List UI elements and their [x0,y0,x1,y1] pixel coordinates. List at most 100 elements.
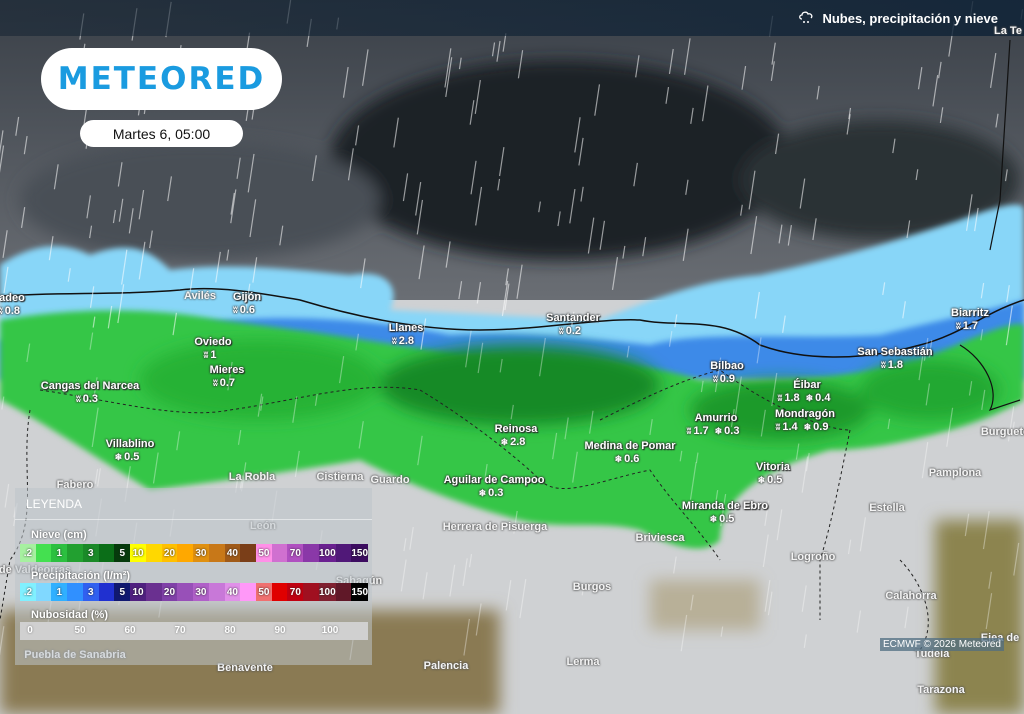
city-forecast: ʬ 1.7 ❄ 0.3 [687,425,746,437]
snow-scale-cell: 70 [287,544,304,562]
rain-streak [995,113,999,128]
snow-icon: ❄ [805,393,814,403]
rain-streak [622,245,626,259]
logo-text: METEORED [57,61,266,97]
rain-streak [715,490,719,503]
precip-scale-cell [303,583,319,601]
rain-streak [3,266,9,294]
snow-scale-cell: .2 [20,544,36,562]
rain-streak [974,207,979,232]
rain-streak [417,435,423,466]
meteored-logo[interactable]: METEORED [41,48,282,110]
city-forecast: ʬ 0.9 [713,373,741,385]
rain-streak [574,117,581,153]
rain-streak [939,107,944,124]
rain-amount: 1.8 [784,392,800,404]
snow-icon: ❄ [478,488,487,498]
snow-icon: ❄ [614,454,623,464]
rain-streak [117,162,123,187]
rain-streak [469,100,475,125]
rain-streak [89,225,93,239]
city-name: Logroño [790,551,836,563]
rain-streak [149,230,153,249]
city-name: Burgos [572,581,612,593]
city-forecast: ʬ 0.3 [76,393,104,405]
snow-icon: ❄ [803,422,812,432]
rain-streak [89,286,95,308]
rain-streak [674,314,678,328]
city-name: Tarazona [917,684,965,696]
city-name: Palencia [423,660,469,672]
rain-streak [476,282,482,304]
rain-streak [695,452,699,464]
rain-streak [517,50,524,79]
rain-streak [801,585,807,612]
rain-streak [847,539,852,555]
snow-amount: 0.5 [719,513,735,525]
rain-streak [403,538,407,552]
rain-streak [1011,421,1015,437]
rain-streak [680,614,688,652]
rain-streak [964,513,970,537]
precip-scale-cell: 20 [161,583,178,601]
precip-scale-cell: 1 [51,583,68,601]
precip-scale-cell: 30 [193,583,209,601]
rain-streak [516,264,523,299]
dense-clouds [20,60,1020,260]
rain-streak [803,634,807,648]
rain-streak [690,594,694,611]
rain-streak [799,178,806,209]
rain-streak [91,407,99,448]
snow-scale-cell [35,544,52,562]
city-forecast: ʬ 1.7 [956,320,984,332]
rain-streak [594,84,601,116]
rain-streak [409,526,414,550]
city-forecast: ʬ 1.4 ❄ 0.9 [776,421,835,433]
rain-streak [498,147,505,177]
city-name: La Robla [228,471,276,483]
rain-streak [578,137,584,166]
rain-streak [400,559,407,592]
rain-icon: ʬ [777,393,783,403]
rain-streak [771,42,776,65]
snow-scale-cell: 3 [82,544,99,562]
rain-streak [633,162,638,187]
city-name: Avilés [183,290,217,302]
rain-streak [0,145,5,174]
rain-streak [92,316,96,328]
layer-title: Nubes, precipitación y nieve [798,10,998,27]
precip-scale-cell [67,583,83,601]
rain-streak [505,268,509,286]
rain-streak [673,556,677,574]
rain-streak [965,194,973,231]
rain-streak [260,396,264,411]
rain-streak [112,209,116,224]
city-name: Calahorra [885,590,937,602]
rain-streak [339,356,345,384]
city-name: Estella [869,502,905,514]
rain-streak [599,220,606,250]
city-forecast: ❄ 0.5 [710,513,741,525]
rain-streak [683,38,691,75]
rain-streak [767,591,773,616]
city-forecast: ʬ 0.2 [559,325,587,337]
rain-streak [513,510,518,534]
city-name: Mondragón [775,408,835,420]
rain-streak [458,281,463,300]
rain-streak [152,452,159,484]
city-name: Medina de Pomar [584,440,676,452]
rain-streak [445,57,453,98]
rain-streak [932,74,939,107]
rain-streak [138,189,145,220]
rain-streak [475,186,483,226]
rain-streak [734,376,742,416]
cloud-rain-icon [798,10,814,27]
city-forecast: ʬ 0.8 [0,305,26,317]
precip-scale-cell [208,583,225,601]
rain-streak [904,606,909,629]
rain-streak [402,173,409,202]
cloud-scale-tick: 90 [274,625,286,636]
rain-icon: ʬ [232,305,238,315]
